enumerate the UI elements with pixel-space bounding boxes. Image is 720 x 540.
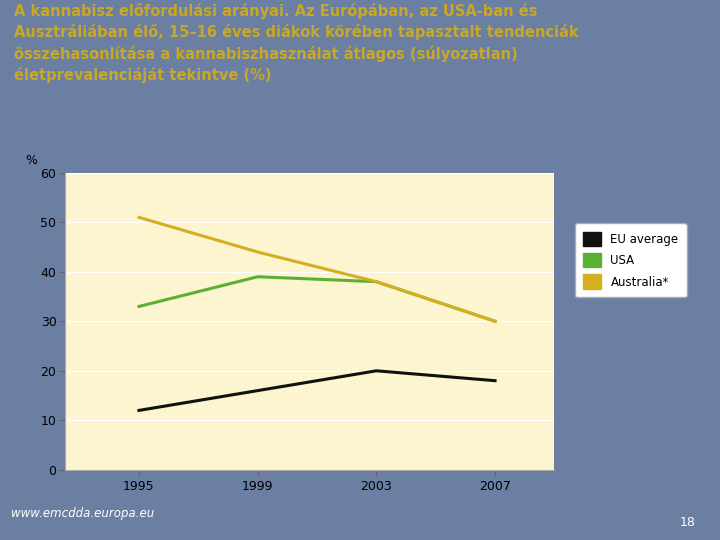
Legend: EU average, USA, Australia*: EU average, USA, Australia* [575,223,687,297]
Text: A kannabisz előfordulási arányai. Az Európában, az USA-ban és
Ausztráliában élő,: A kannabisz előfordulási arányai. Az Eur… [14,3,579,83]
Text: %: % [26,154,37,167]
Text: www.emcdda.europa.eu: www.emcdda.europa.eu [11,507,154,520]
Text: 18: 18 [680,516,696,530]
